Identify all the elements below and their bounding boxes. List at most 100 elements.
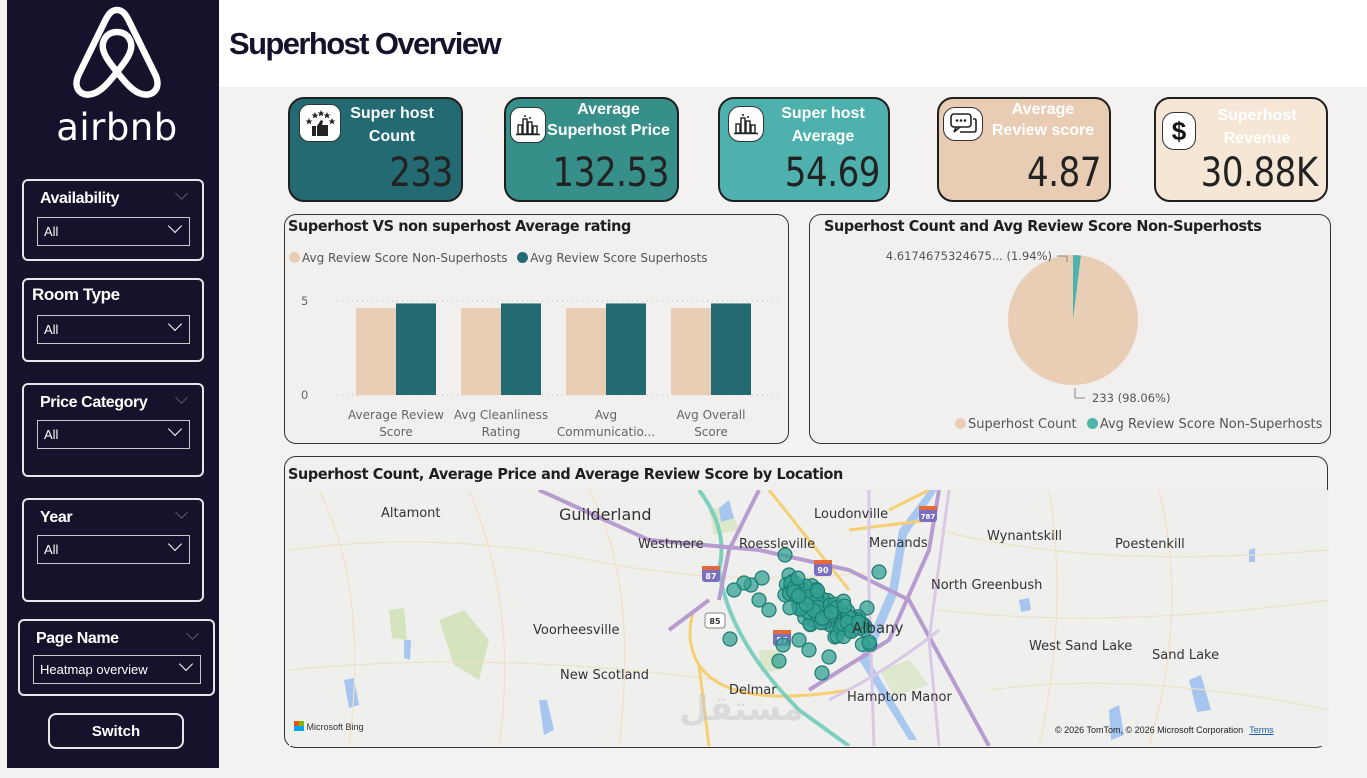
slicer-title: Room Type: [32, 285, 120, 304]
legend-dot: [289, 252, 300, 263]
map-label-delmar: Delmar: [729, 683, 777, 698]
x-tick-label: Rating: [481, 425, 520, 439]
kpi-label: Superhost Revenue: [1217, 107, 1297, 147]
page-title: Superhost Overview: [229, 26, 502, 61]
map-label-hampton-manor: Hampton Manor: [847, 690, 952, 705]
kpi-value: 4.87: [1026, 150, 1101, 196]
map-point[interactable]: [726, 582, 742, 598]
map-point[interactable]: [761, 602, 777, 618]
map-point[interactable]: [810, 583, 826, 599]
legend-item-superhosts[interactable]: Avg Review Score Superhosts: [517, 251, 707, 265]
kpi-average-superhost-price: Average Superhost Price 132.53: [504, 97, 679, 202]
bar-non-superhost[interactable]: [460, 307, 501, 395]
bar-non-superhost[interactable]: [355, 307, 396, 395]
map-point[interactable]: [836, 598, 853, 614]
map-label-menands: Menands: [869, 536, 928, 551]
map-point[interactable]: [850, 614, 867, 630]
highway-shield-90: 90: [814, 560, 832, 576]
kpi-average-review-score: Average Review score 4.87: [937, 97, 1111, 202]
slicer-price-category: Price Category All: [22, 383, 204, 477]
map-point[interactable]: [775, 637, 791, 653]
map-point[interactable]: [823, 604, 839, 620]
map-point[interactable]: [814, 665, 830, 681]
map-point[interactable]: [771, 653, 787, 669]
y-tick-label: 5: [301, 294, 308, 308]
map-label-roessleville: Roessleville: [739, 537, 816, 552]
x-tick-label: Score: [379, 425, 413, 439]
dropdown-value: All: [44, 224, 59, 239]
y-tick-label: 0: [301, 388, 308, 402]
year-dropdown[interactable]: All: [37, 535, 190, 564]
map-canvas[interactable]: 87 90 787 85 87 مستقل mostaql.com Altamo…: [289, 490, 1329, 746]
switch-button[interactable]: Switch: [48, 713, 184, 749]
svg-text:87: 87: [705, 572, 716, 581]
map-point[interactable]: [791, 588, 807, 604]
map-label-loudonville: Loudonville: [814, 507, 889, 522]
bar-non-superhost[interactable]: [565, 307, 606, 395]
map-point[interactable]: [751, 592, 767, 608]
watermark-arabic: مستقل: [679, 689, 803, 729]
kpi-superhost-average: Super host Average 54.69: [718, 97, 890, 202]
map-point[interactable]: [754, 570, 770, 586]
dropdown-value: All: [44, 322, 59, 337]
bar-chart-plot: 0 5 Average Review Score Avg Cleanliness Rati…: [301, 294, 779, 439]
collapse-chevron-icon[interactable]: [175, 506, 188, 519]
x-tick-label: Avg Overall: [676, 408, 745, 422]
map-label-westmere: Westmere: [638, 537, 704, 552]
map-copyright: © 2026 TomTom, © 2026 Microsoft Corporat…: [1055, 725, 1274, 735]
canvas-margin: [0, 0, 7, 778]
map-point[interactable]: [791, 632, 807, 648]
bing-attribution: Microsoft Bing: [294, 721, 364, 732]
bar-superhost[interactable]: [395, 302, 436, 395]
stars-thumbs-up-icon: [299, 104, 341, 142]
chat-bubbles-icon: [943, 107, 983, 141]
bar-superhost[interactable]: [500, 302, 541, 395]
collapse-chevron-icon[interactable]: [175, 187, 188, 200]
terms-link[interactable]: Terms: [1249, 725, 1274, 735]
kpi-label: Average Superhost Price: [547, 101, 670, 139]
highway-shield-787: 787: [919, 506, 937, 522]
dropdown-value: All: [44, 542, 59, 557]
sidebar: airbnb Availability All Room Type All Pr…: [7, 0, 219, 768]
kpi-label: Super host Count: [350, 105, 434, 145]
collapse-chevron-icon[interactable]: [186, 627, 199, 640]
slicer-title: Price Category: [40, 394, 148, 411]
map-point[interactable]: [821, 649, 837, 665]
legend-dot: [517, 252, 529, 263]
map-point[interactable]: [871, 564, 887, 580]
legend-item-non-superhosts[interactable]: Avg Review Score Non-Superhosts: [289, 251, 507, 265]
chevron-down-icon: [178, 656, 194, 672]
map-label-albany: Albany: [852, 619, 904, 637]
page-name-dropdown[interactable]: Heatmap overview: [33, 655, 201, 684]
collapse-chevron-icon[interactable]: [175, 391, 188, 404]
price-category-dropdown[interactable]: All: [37, 420, 190, 449]
legend-item-avg-review-non-superhosts[interactable]: Avg Review Score Non-Superhosts: [1086, 417, 1322, 432]
legend-item-superhost-count[interactable]: Superhost Count: [955, 417, 1077, 432]
chart-title: Superhost Count and Avg Review Score Non…: [824, 217, 1262, 235]
map-point[interactable]: [790, 570, 806, 586]
slicer-year: Year All: [22, 498, 204, 602]
map-label-guilderland: Guilderland: [559, 505, 652, 524]
map-point[interactable]: [801, 642, 817, 658]
x-tick-label: Communicatio...: [556, 425, 654, 439]
pie-slice-avg-review-non-superhosts[interactable]: [1072, 254, 1081, 320]
map-point[interactable]: [782, 600, 798, 616]
map-label-west-sand-lake: West Sand Lake: [1029, 639, 1133, 654]
pie-data-label: 4.6174675324675... (1.94%): [885, 249, 1051, 263]
availability-dropdown[interactable]: All: [37, 217, 190, 246]
map-title: Superhost Count, Average Price and Avera…: [288, 465, 843, 483]
bar-non-superhost[interactable]: [670, 307, 711, 395]
pie-chart-card: Superhost Count and Avg Review Score Non…: [809, 214, 1331, 444]
map-point[interactable]: [722, 631, 738, 647]
map-point[interactable]: [777, 547, 793, 563]
map-point[interactable]: [861, 634, 877, 650]
map-points-layer: [722, 547, 887, 681]
map-label-sand-lake: Sand Lake: [1152, 648, 1220, 663]
kpi-value: 54.69: [784, 150, 881, 196]
room-type-dropdown[interactable]: All: [37, 315, 190, 344]
bar-chart-icon: [510, 107, 546, 143]
bar-superhost[interactable]: [605, 302, 646, 395]
kpi-value: 30.88K: [1200, 150, 1319, 196]
svg-text:85: 85: [709, 617, 721, 626]
bar-superhost[interactable]: [710, 302, 751, 395]
